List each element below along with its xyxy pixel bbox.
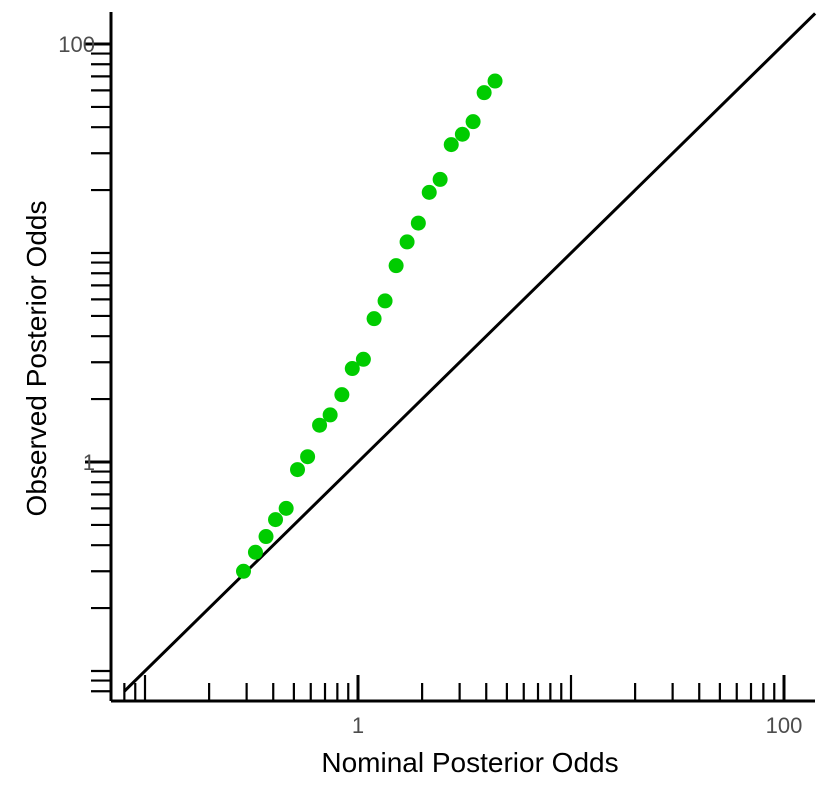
data-point [278, 500, 294, 516]
reference-line-y-equals-x [123, 12, 817, 693]
data-point [487, 73, 503, 89]
reference-layer [123, 12, 817, 693]
data-point [432, 171, 448, 187]
data-point [366, 311, 382, 327]
x-axis-title: Nominal Posterior Odds [321, 747, 618, 778]
data-point [312, 417, 328, 433]
data-point [476, 85, 492, 101]
x-axis-ticks [123, 675, 786, 701]
data-point [344, 361, 360, 377]
data-point [355, 351, 371, 367]
data-point [377, 293, 393, 309]
data-point [388, 258, 404, 274]
data-point [454, 126, 470, 142]
data-point [334, 387, 350, 403]
y-tick-label: 1 [83, 450, 95, 475]
y-axis-title: Observed Posterior Odds [21, 201, 52, 517]
data-point [399, 234, 415, 250]
y-tick-label: 100 [58, 32, 95, 57]
data-point [235, 563, 251, 579]
data-point [258, 529, 274, 545]
data-point [247, 544, 263, 560]
data-point [465, 114, 481, 130]
data-point [421, 184, 437, 200]
data-point [290, 462, 306, 478]
x-tick-label: 100 [766, 713, 803, 738]
data-point [268, 512, 284, 528]
x-tick-label: 1 [352, 713, 364, 738]
data-point [300, 449, 316, 465]
y-axis-ticks [85, 42, 111, 693]
data-point [443, 137, 459, 153]
data-point [322, 407, 338, 423]
data-points [235, 73, 503, 579]
data-point [410, 215, 426, 231]
